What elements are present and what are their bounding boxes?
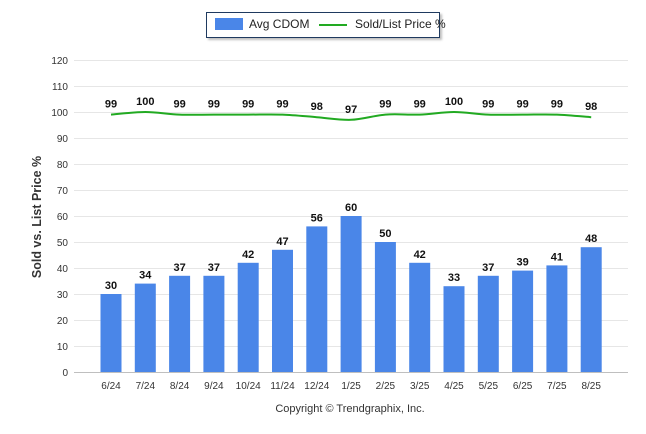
bar	[203, 275, 225, 372]
bar	[272, 249, 293, 372]
line-data-label: 99	[242, 99, 254, 111]
bar-data-label: 50	[379, 228, 391, 240]
bar	[546, 265, 568, 372]
bar-data-label: 37	[208, 262, 220, 274]
line-data-label: 99	[551, 99, 563, 111]
x-tick-label: 12/24	[304, 381, 329, 392]
bar-series	[100, 216, 602, 372]
y-tick-label: 100	[51, 108, 68, 119]
line-data-label: 99	[482, 99, 494, 111]
x-tick-label: 1/25	[341, 381, 361, 392]
line-data-label: 99	[516, 99, 528, 111]
y-tick-label: 110	[52, 82, 68, 93]
line-data-label: 100	[136, 96, 154, 108]
bar	[306, 226, 328, 372]
y-tick-label: 50	[57, 238, 69, 249]
bar	[580, 247, 602, 372]
legend-label: Sold/List Price %	[355, 17, 446, 31]
bar-data-label: 60	[345, 202, 357, 214]
bar-data-label: 56	[311, 212, 323, 224]
bar-data-label: 42	[414, 249, 426, 261]
line-data-label: 98	[311, 101, 323, 113]
x-tick-label: 3/25	[410, 381, 430, 392]
y-tick-label: 60	[57, 212, 69, 223]
x-tick-label: 2/25	[376, 381, 396, 392]
bar-data-label: 30	[105, 280, 117, 292]
line-data-label: 99	[414, 99, 426, 111]
line-series	[110, 110, 592, 121]
x-axis-ticks: 6/24 7/24 8/24 9/24 10/24 11/24 12/24 1/25 2/25 3…	[101, 381, 601, 392]
line-data-label: 99	[173, 99, 185, 111]
x-tick-label: 6/25	[513, 381, 533, 392]
line-data-label: 99	[379, 99, 391, 111]
line-data-label: 97	[345, 104, 357, 116]
x-tick-label: 9/24	[204, 381, 224, 392]
x-tick-label: 7/25	[547, 381, 567, 392]
bar-data-label: 48	[585, 233, 597, 245]
x-tick-label: 8/25	[581, 381, 601, 392]
bar	[477, 275, 499, 372]
y-tick-label: 0	[62, 368, 68, 379]
legend-label: Avg CDOM	[249, 17, 310, 31]
x-tick-label: 10/24	[236, 381, 261, 392]
y-tick-label: 120	[51, 56, 68, 67]
bar	[169, 275, 191, 372]
x-tick-label: 11/24	[270, 381, 295, 392]
bar	[409, 262, 431, 372]
y-tick-label: 40	[57, 264, 69, 275]
y-axis-ticks: 0 10 20 30 40 50 60 70 80 90 100 110 120	[51, 56, 68, 379]
line-data-label: 99	[105, 99, 117, 111]
legend-line-swatch	[319, 24, 347, 26]
bar	[237, 262, 259, 372]
bar-data-labels: 30 34 37 37 42 47 56 60 50 42 33 37 39 41 48	[105, 202, 597, 292]
line-data-labels: 99 100 99 99 99 99 98 97 99 99 100 99 99 99 98	[105, 96, 597, 116]
y-tick-label: 10	[57, 342, 69, 353]
legend: Avg CDOM Sold/List Price %	[206, 12, 446, 38]
bar	[374, 242, 396, 372]
bar-data-label: 39	[516, 257, 528, 269]
line-data-label: 99	[276, 99, 288, 111]
bar	[340, 216, 362, 372]
bar	[512, 270, 534, 372]
copyright-credit: Copyright © Trendgraphix, Inc.	[275, 403, 425, 415]
line-data-label: 98	[585, 101, 597, 113]
y-tick-label: 30	[57, 290, 69, 301]
line-data-label: 99	[208, 99, 220, 111]
bar-data-label: 47	[276, 236, 288, 248]
line-data-label: 100	[445, 96, 463, 108]
x-tick-label: 8/24	[170, 381, 190, 392]
x-tick-label: 5/25	[479, 381, 499, 392]
bar	[134, 283, 156, 372]
bar-data-label: 34	[139, 270, 152, 282]
bar-data-label: 37	[482, 262, 494, 274]
x-tick-label: 4/25	[444, 381, 464, 392]
bar-data-label: 42	[242, 249, 254, 261]
legend-bar-swatch	[215, 18, 243, 30]
bar-data-label: 37	[173, 262, 185, 274]
bar-data-label: 33	[448, 272, 460, 284]
y-axis-label: Sold vs. List Price %	[30, 155, 44, 279]
y-tick-label: 90	[57, 134, 69, 145]
x-tick-label: 7/24	[136, 381, 156, 392]
bar	[443, 286, 465, 372]
y-tick-label: 20	[57, 316, 69, 327]
sold-list-price-line	[110, 110, 592, 121]
y-tick-label: 80	[57, 160, 69, 171]
x-tick-label: 6/24	[101, 381, 121, 392]
bar-data-label: 41	[551, 251, 563, 263]
y-tick-label: 70	[57, 186, 69, 197]
bar	[100, 294, 122, 372]
